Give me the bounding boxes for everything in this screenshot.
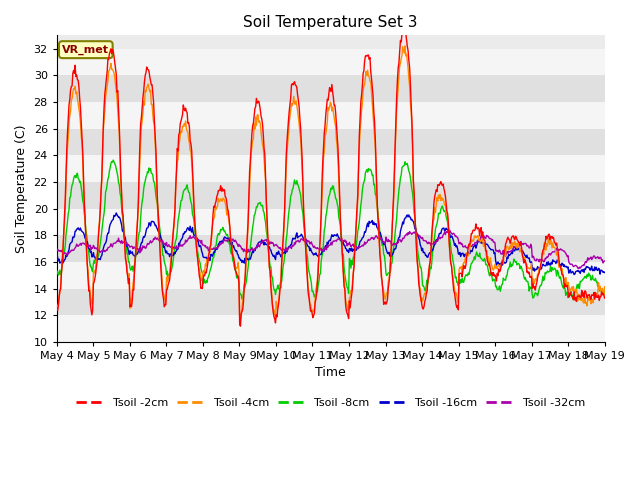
Bar	[57, 156, 605, 182]
Bar	[57, 262, 605, 288]
Bar	[57, 102, 605, 129]
Bar	[57, 182, 605, 209]
Bar	[57, 48, 605, 75]
Legend: Tsoil -2cm, Tsoil -4cm, Tsoil -8cm, Tsoil -16cm, Tsoil -32cm: Tsoil -2cm, Tsoil -4cm, Tsoil -8cm, Tsoi…	[72, 394, 589, 412]
Text: VR_met: VR_met	[62, 45, 109, 55]
Bar	[57, 75, 605, 102]
Bar	[57, 129, 605, 156]
Bar	[57, 235, 605, 262]
Bar	[57, 315, 605, 342]
Y-axis label: Soil Temperature (C): Soil Temperature (C)	[15, 124, 28, 253]
Bar	[57, 209, 605, 235]
Title: Soil Temperature Set 3: Soil Temperature Set 3	[243, 15, 418, 30]
X-axis label: Time: Time	[316, 367, 346, 380]
Bar	[57, 288, 605, 315]
